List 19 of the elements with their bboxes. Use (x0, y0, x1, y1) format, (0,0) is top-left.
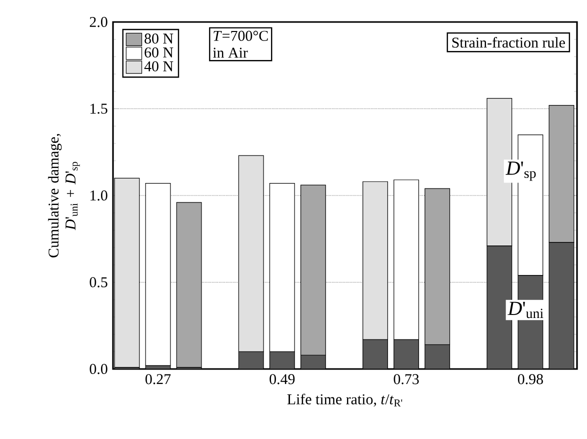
x-tick-label: 0.73 (394, 374, 419, 384)
y-tick-label: 2.0 (90, 16, 108, 28)
y-tick-label: 1.0 (90, 190, 108, 201)
x-tick-label: 0.27 (145, 374, 171, 384)
bar (145, 183, 171, 366)
legend-label: 80 N (144, 34, 174, 44)
x-axis-title: Life time ratio, t/t$_{R'}$ (287, 394, 402, 407)
legend-label: 60 N (144, 47, 174, 58)
annotation: Strain-fraction rule (452, 36, 565, 48)
annotation: T=700°C (214, 30, 268, 41)
annotation: D'$_{sp}$ (506, 162, 536, 181)
y-tick-label: 0.5 (90, 277, 108, 288)
y-tick-label: 0.0 (90, 364, 108, 374)
x-tick-label: 0.49 (270, 374, 295, 384)
legend-label: 40 N (144, 61, 174, 72)
annotation: in Air (212, 48, 248, 58)
y-tick-label: 1.5 (90, 104, 108, 114)
annotation: D'$_{uni}$ (508, 302, 544, 318)
x-tick-label: 0.98 (518, 374, 543, 384)
